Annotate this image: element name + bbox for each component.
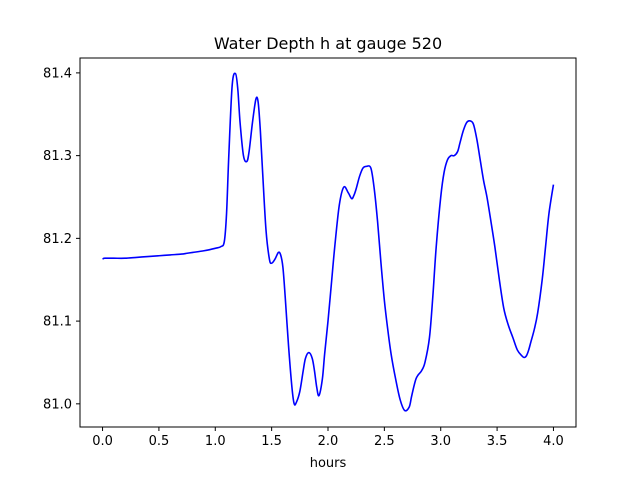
x-tick-label: 4.0 [543, 434, 564, 449]
x-tick-label: 1.0 [205, 434, 226, 449]
y-tick-label: 81.2 [43, 232, 72, 247]
x-tick-label: 3.0 [430, 434, 451, 449]
x-tick-label: 0.0 [92, 434, 113, 449]
series-line [102, 72, 555, 412]
x-tick-label: 0.5 [149, 434, 170, 449]
series-layer [102, 72, 555, 412]
x-axis-label: hours [310, 456, 347, 471]
y-tick-label: 81.3 [43, 149, 72, 164]
x-tick-label: 1.5 [261, 434, 282, 449]
chart-title: Water Depth h at gauge 520 [214, 34, 442, 53]
x-tick-label: 2.0 [318, 434, 339, 449]
y-tick-label: 81.1 [43, 315, 72, 330]
y-axis: 81.0 81.1 81.2 81.3 81.4 [43, 66, 80, 412]
x-tick-label: 3.5 [487, 434, 508, 449]
y-tick-label: 81.0 [43, 397, 72, 412]
plot-area [80, 58, 576, 427]
y-tick-label: 81.4 [43, 66, 72, 81]
x-axis: 0.0 0.5 1.0 1.5 2.0 2.5 3.0 3.5 4.0 [92, 427, 564, 449]
x-tick-label: 2.5 [374, 434, 395, 449]
